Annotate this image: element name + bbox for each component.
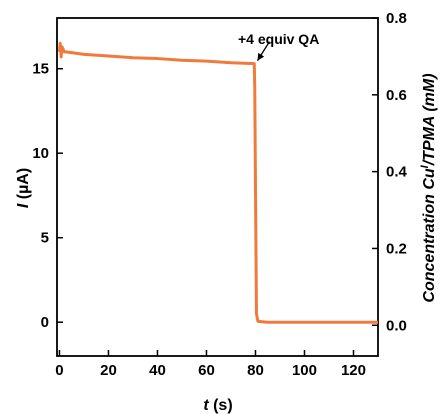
y2-tick-label: 0.0 <box>386 317 407 334</box>
y-axis-ticks: 0 5 10 15 <box>32 61 63 331</box>
y2-tick-label: 0.4 <box>386 164 408 181</box>
x-tick-label: 0 <box>55 362 63 379</box>
y-axis-label: I (µA) <box>15 168 32 208</box>
y2-tick-label: 0.6 <box>386 87 407 104</box>
series-line <box>57 41 378 324</box>
y-tick-label: 0 <box>41 314 49 331</box>
y2-tick-label: 0.8 <box>386 10 407 27</box>
y-tick-label: 10 <box>32 145 49 162</box>
plot-area-frame <box>56 17 379 357</box>
annotation-label: +4 equiv QA <box>238 31 319 47</box>
x-tick-label: 60 <box>198 362 215 379</box>
y-tick-label: 15 <box>32 61 49 78</box>
y2-tick-label: 0.2 <box>386 240 407 257</box>
x-axis-label: t (s) <box>203 397 232 414</box>
y-tick-label: 5 <box>41 230 49 247</box>
x-axis-ticks: 0 20 40 60 80 100 120 <box>55 350 366 379</box>
x-tick-label: 120 <box>341 362 366 379</box>
annotation-arrow-head <box>257 52 265 61</box>
y2-axis-ticks: 0.0 0.2 0.4 0.6 0.8 <box>372 10 408 334</box>
x-tick-label: 40 <box>149 362 166 379</box>
x-tick-label: 80 <box>247 362 264 379</box>
x-tick-label: 100 <box>292 362 317 379</box>
x-tick-label: 20 <box>100 362 117 379</box>
data-series-group <box>57 41 378 324</box>
y2-axis-label: Concentration CuI/TPMA (mM) <box>419 73 438 302</box>
